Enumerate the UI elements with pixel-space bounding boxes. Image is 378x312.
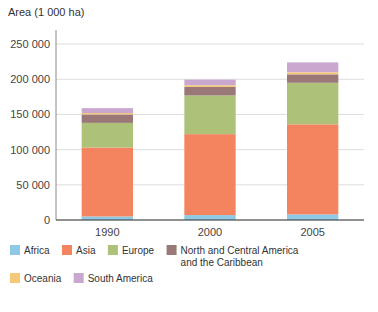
legend-item: North and Central Americaand the Caribbe… — [167, 245, 299, 268]
legend-item: South America — [74, 273, 153, 284]
y-axis-label: Area (1 000 ha) — [8, 6, 84, 18]
bar-segment — [287, 72, 338, 74]
bar-segment — [184, 95, 235, 134]
y-tick-label: 50 000 — [16, 179, 50, 191]
bar-segment — [184, 85, 235, 87]
legend-item: Europe — [108, 245, 155, 256]
x-tick-label: 2000 — [198, 226, 222, 238]
legend-item: Asia — [62, 245, 96, 256]
x-tick-label: 1990 — [95, 226, 119, 238]
y-tick-label: 250 000 — [10, 38, 50, 50]
legend-item: Africa — [10, 245, 50, 256]
legend-swatch — [167, 245, 177, 255]
legend-label: South America — [88, 273, 153, 284]
bar-segment — [82, 114, 133, 122]
bar-segment — [287, 74, 338, 82]
bar-segment — [82, 148, 133, 217]
x-tick-label: 2005 — [300, 226, 324, 238]
bar-segment — [184, 134, 235, 215]
y-tick-label: 0 — [44, 214, 50, 226]
bar-segment — [184, 87, 235, 95]
bar-segment — [82, 108, 133, 113]
legend-label: Oceania — [24, 273, 62, 284]
chart: Area (1 000 ha) 0 50 000 100 000 150 000 200 … — [0, 0, 378, 312]
y-tick-label: 150 000 — [10, 108, 50, 120]
legend: Africa Asia Europe North and Central Americ… — [10, 245, 299, 284]
legend-swatch — [108, 245, 118, 255]
legend-label: Asia — [76, 245, 96, 256]
bar-segment — [287, 62, 338, 72]
grid — [56, 44, 364, 220]
bar-segment — [82, 216, 133, 220]
y-axis-line — [56, 30, 57, 220]
x-axis-line — [56, 220, 364, 221]
grid-line — [56, 220, 364, 221]
legend-label: North and Central Americaand the Caribbe… — [181, 245, 299, 268]
bars — [82, 62, 339, 220]
y-tick-label: 100 000 — [10, 144, 50, 156]
legend-swatch — [10, 273, 20, 283]
legend-item: Oceania — [10, 273, 62, 284]
legend-swatch — [74, 273, 84, 283]
legend-label: Europe — [122, 245, 155, 256]
bar-segment — [287, 124, 338, 214]
bar-segment — [82, 113, 133, 114]
bar-segment — [287, 83, 338, 125]
bar-segment — [184, 80, 235, 86]
legend-swatch — [62, 245, 72, 255]
bar-segment — [184, 215, 235, 220]
grid-line — [56, 44, 364, 45]
legend-label: Africa — [24, 245, 50, 256]
legend-swatch — [10, 245, 20, 255]
y-tick-label: 200 000 — [10, 73, 50, 85]
bar-segment — [287, 214, 338, 220]
bar-segment — [82, 123, 133, 148]
